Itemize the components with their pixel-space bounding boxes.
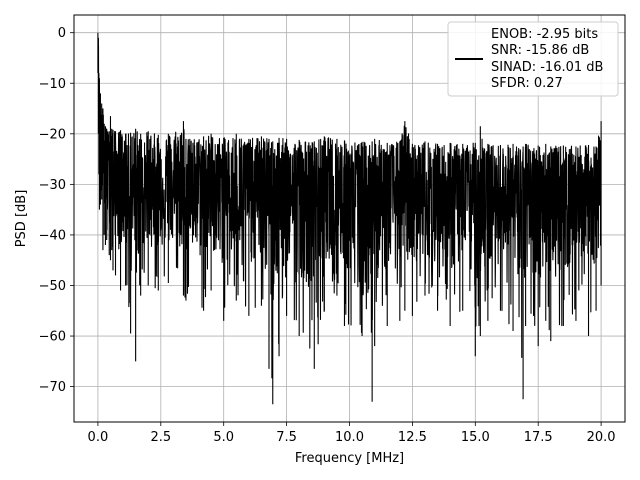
psd-series-line — [97, 32, 602, 405]
y-tick-label: −10 — [39, 77, 66, 92]
x-tick-label: 10.0 — [335, 430, 364, 445]
x-tick-label: 2.5 — [150, 430, 171, 445]
x-tick-label: 12.5 — [398, 430, 427, 445]
legend-sfdr: SFDR: 0.27 — [491, 76, 563, 91]
y-tick-label: −50 — [39, 279, 66, 294]
legend-enob: ENOB: -2.95 bits — [491, 27, 598, 42]
x-tick-label: 20.0 — [587, 430, 616, 445]
y-tick-label: 0 — [58, 26, 66, 41]
legend-snr: SNR: -15.86 dB — [491, 43, 589, 58]
x-tick-label: 0.0 — [88, 430, 109, 445]
x-axis-label: Frequency [MHz] — [295, 451, 404, 466]
legend: ENOB: -2.95 bits SNR: -15.86 dB SINAD: -… — [447, 21, 619, 97]
y-tick-label: −20 — [39, 127, 66, 142]
x-tick-label: 17.5 — [524, 430, 553, 445]
legend-sinad: SINAD: -16.01 dB — [491, 60, 603, 75]
series-layer — [97, 32, 602, 405]
y-tick-label: −60 — [39, 330, 66, 345]
legend-box — [447, 21, 619, 97]
x-tick-label: 7.5 — [276, 430, 297, 445]
y-tick-label: −70 — [39, 380, 66, 395]
y-tick-label: −40 — [39, 228, 66, 243]
x-tick-label: 15.0 — [461, 430, 490, 445]
x-axis-ticks: 0.0 2.5 5.0 7.5 10.0 12.5 15.0 17.5 20.0 — [88, 422, 616, 445]
y-tick-label: −30 — [39, 178, 66, 193]
x-tick-label: 5.0 — [213, 430, 234, 445]
y-axis-ticks: 0 −10 −20 −30 −40 −50 −60 −70 — [39, 26, 74, 395]
y-axis-label: PSD [dB] — [14, 190, 29, 248]
